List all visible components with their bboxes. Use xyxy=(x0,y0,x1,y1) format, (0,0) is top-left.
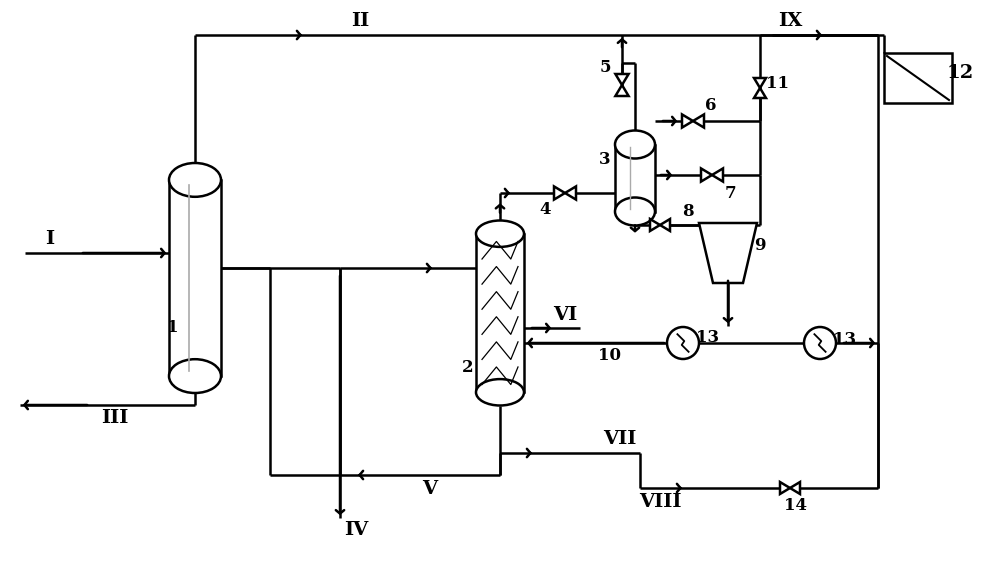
Polygon shape xyxy=(780,482,790,494)
Text: III: III xyxy=(101,409,129,427)
Text: VII: VII xyxy=(603,430,637,448)
Text: 7: 7 xyxy=(724,184,736,202)
Text: II: II xyxy=(351,12,369,30)
Text: 8: 8 xyxy=(682,202,694,220)
Polygon shape xyxy=(701,168,712,181)
Polygon shape xyxy=(693,114,704,128)
Text: 5: 5 xyxy=(599,58,611,76)
Text: I: I xyxy=(45,230,55,248)
Text: IV: IV xyxy=(344,521,368,539)
Polygon shape xyxy=(699,223,757,283)
Ellipse shape xyxy=(169,359,221,393)
Polygon shape xyxy=(565,187,576,199)
Polygon shape xyxy=(754,78,766,88)
Polygon shape xyxy=(790,482,800,494)
Text: 2: 2 xyxy=(462,360,474,377)
Circle shape xyxy=(804,327,836,359)
Text: 11: 11 xyxy=(767,75,790,92)
Ellipse shape xyxy=(615,131,655,159)
Bar xyxy=(476,234,524,392)
Text: 12: 12 xyxy=(946,64,974,82)
Text: 14: 14 xyxy=(784,497,806,515)
Polygon shape xyxy=(650,219,660,231)
Text: 9: 9 xyxy=(754,237,766,254)
Ellipse shape xyxy=(476,379,524,406)
Text: 1: 1 xyxy=(167,319,179,336)
Text: VI: VI xyxy=(553,306,577,324)
Text: 10: 10 xyxy=(598,346,622,363)
Text: 4: 4 xyxy=(539,201,551,217)
Text: 3: 3 xyxy=(599,152,611,168)
Text: VIII: VIII xyxy=(639,493,681,511)
Text: 13: 13 xyxy=(696,329,720,346)
Polygon shape xyxy=(754,88,766,98)
Polygon shape xyxy=(660,219,670,231)
Bar xyxy=(884,53,952,103)
Ellipse shape xyxy=(476,220,524,247)
Circle shape xyxy=(667,327,699,359)
Bar xyxy=(169,180,221,376)
Polygon shape xyxy=(712,168,723,181)
Text: V: V xyxy=(422,480,438,498)
Polygon shape xyxy=(554,187,565,199)
Polygon shape xyxy=(615,74,629,85)
Ellipse shape xyxy=(169,163,221,197)
Text: IX: IX xyxy=(778,12,802,30)
Text: 13: 13 xyxy=(833,331,857,347)
Polygon shape xyxy=(615,85,629,96)
Text: 6: 6 xyxy=(705,97,717,114)
Polygon shape xyxy=(682,114,693,128)
Ellipse shape xyxy=(615,198,655,226)
Bar xyxy=(615,145,655,212)
